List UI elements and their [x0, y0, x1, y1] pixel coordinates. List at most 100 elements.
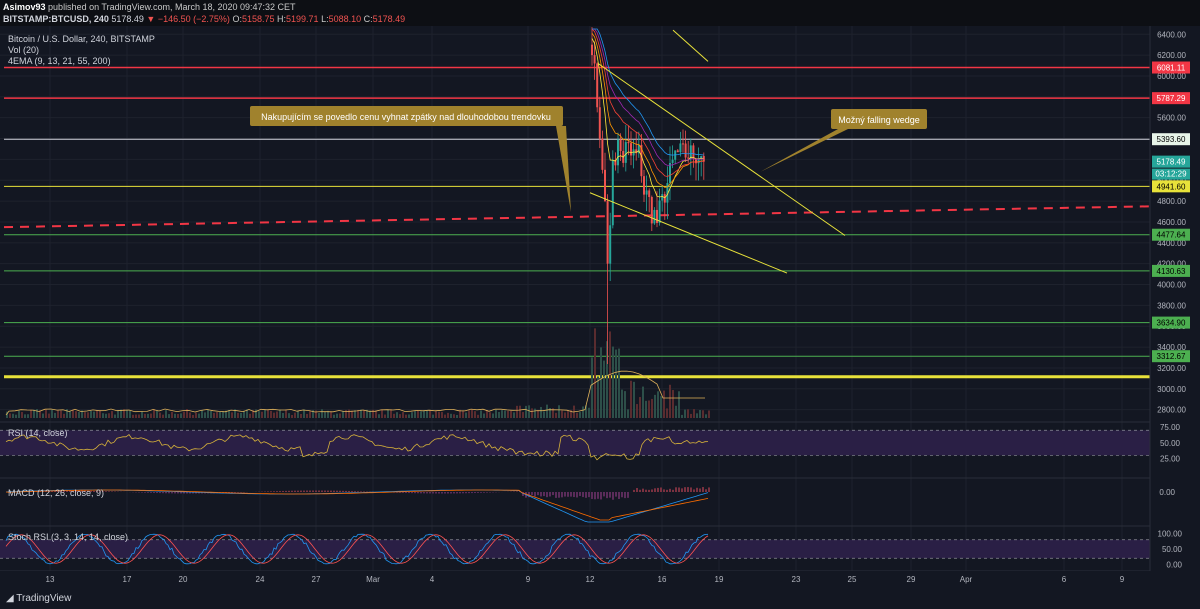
macd-hist-bar: [96, 490, 98, 492]
stoch-rsi-pane[interactable]: [0, 533, 1150, 565]
footer: ◢ TradingView: [0, 589, 1200, 609]
macd-hist-bar: [450, 492, 452, 494]
price-label: 5393.60: [1157, 135, 1186, 144]
volume-bar: [339, 413, 341, 418]
time-tick-label: 12: [586, 575, 595, 584]
volume-bar: [687, 409, 689, 418]
annotation-left[interactable]: Nakupujícím se povedlo cenu vyhnat zpátk…: [250, 106, 571, 212]
macd-hist-bar: [93, 490, 95, 492]
volume-bar: [207, 409, 209, 418]
macd-hist-bar: [696, 487, 698, 492]
macd-hist-bar: [570, 492, 572, 497]
ema-line: [591, 38, 704, 199]
down-arrow-icon: ▼: [146, 14, 156, 24]
volume-bar: [162, 414, 164, 418]
horizontal-levels[interactable]: [3, 66, 1151, 379]
falling-wedge[interactable]: [589, 29, 846, 274]
macd-hist-bar: [438, 492, 440, 494]
macd-hist-bar: [105, 491, 107, 492]
time-tick-label: 17: [123, 575, 132, 584]
time-axis[interactable]: 13 17 20 24 27 Mar 4 9 12 16 19 23 25 29 Apr 6 9: [0, 571, 1200, 589]
price-tick-label: 3200.00: [1157, 364, 1186, 373]
macd-hist-bar: [276, 491, 278, 492]
annotation-right[interactable]: Možný falling wedge: [760, 109, 927, 172]
candle-body: [611, 159, 614, 226]
volume-bar: [519, 405, 521, 418]
publisher[interactable]: Asimov93: [3, 2, 46, 12]
volume-bar: [147, 413, 149, 418]
macd-hist-bar: [591, 492, 593, 499]
candle-body: [679, 143, 682, 153]
macd-hist-bar: [339, 490, 341, 492]
macd-hist-bar: [330, 490, 332, 492]
price-tick-label: 6000.00: [1157, 72, 1186, 81]
price-label: 4130.63: [1157, 267, 1186, 276]
volume-bar: [540, 406, 542, 418]
volume-bar: [600, 347, 602, 418]
candles: [591, 27, 705, 364]
volume-bars: [5, 328, 710, 418]
last-price: 5178.49: [111, 14, 144, 24]
tradingview-logo[interactable]: ◢ TradingView: [6, 593, 71, 604]
price-tick-label: 3400.00: [1157, 343, 1186, 352]
candle-body: [648, 190, 651, 197]
macd-hist-bar: [471, 492, 473, 494]
macd-hist-bar: [78, 490, 80, 492]
volume-bar: [72, 409, 74, 418]
chart-area[interactable]: Bitcoin / U.S. Dollar, 240, BITSTAMP Vol…: [0, 26, 1200, 589]
volume-bar: [183, 411, 185, 418]
countdown: 03:12:29: [1155, 170, 1187, 179]
volume-bar: [453, 414, 455, 418]
macd-hist-bar: [486, 492, 488, 493]
volume-bar: [366, 409, 368, 418]
macd-tick-label: 0.00: [1159, 488, 1175, 497]
volume-bar: [699, 409, 701, 418]
time-tick-label: 9: [526, 575, 531, 584]
macd-hist-bar: [360, 491, 362, 492]
volume-bar: [300, 413, 302, 418]
volume-bar: [294, 412, 296, 418]
time-tick-label: 9: [1120, 575, 1125, 584]
ema-legend: 4EMA (9, 13, 21, 55, 200): [8, 56, 111, 66]
volume-bar: [564, 412, 566, 418]
volume-bar: [522, 412, 524, 418]
rsi-pane[interactable]: [0, 429, 1150, 461]
price-axis[interactable]: 2800.003000.003200.003400.003600.003800.…: [1149, 26, 1200, 589]
candle-body: [627, 142, 630, 144]
ema-line: [592, 28, 704, 166]
macd-pane[interactable]: [5, 487, 710, 523]
time-tick-label: 25: [848, 575, 857, 584]
macd-hist-bar: [60, 490, 62, 492]
volume-bar: [270, 410, 272, 418]
volume-bar: [66, 409, 68, 418]
macd-hist-bar: [417, 492, 419, 494]
price-tick-label: 2800.00: [1157, 406, 1186, 415]
volume-bar: [267, 409, 269, 418]
macd-hist-bar: [693, 489, 695, 492]
volume-bar: [576, 412, 578, 418]
volume-bar: [450, 413, 452, 418]
price-tick-label: 3000.00: [1157, 385, 1186, 394]
macd-hist-bar: [462, 492, 464, 494]
volume-bar: [45, 409, 47, 418]
volume-bar: [375, 410, 377, 418]
price-tick-label: 5600.00: [1157, 114, 1186, 123]
volume-bar: [246, 409, 248, 418]
volume-bar: [561, 410, 563, 418]
candle-body: [658, 200, 661, 223]
volume-bar: [108, 413, 110, 418]
macd-hist-bar: [402, 492, 404, 493]
candle-body: [669, 162, 671, 184]
volume-bar: [252, 410, 254, 418]
volume-bar: [348, 409, 350, 418]
macd-hist-bar: [684, 487, 686, 492]
macd-hist-bar: [627, 492, 629, 498]
macd-hist-bar: [111, 491, 113, 492]
candle-body: [593, 55, 596, 64]
price-label-box: [1152, 264, 1190, 277]
macd-hist-bar: [435, 492, 437, 494]
volume-bar: [123, 409, 125, 418]
volume-bar: [549, 407, 551, 418]
volume-bar: [471, 409, 473, 418]
volume-bar: [420, 411, 422, 418]
